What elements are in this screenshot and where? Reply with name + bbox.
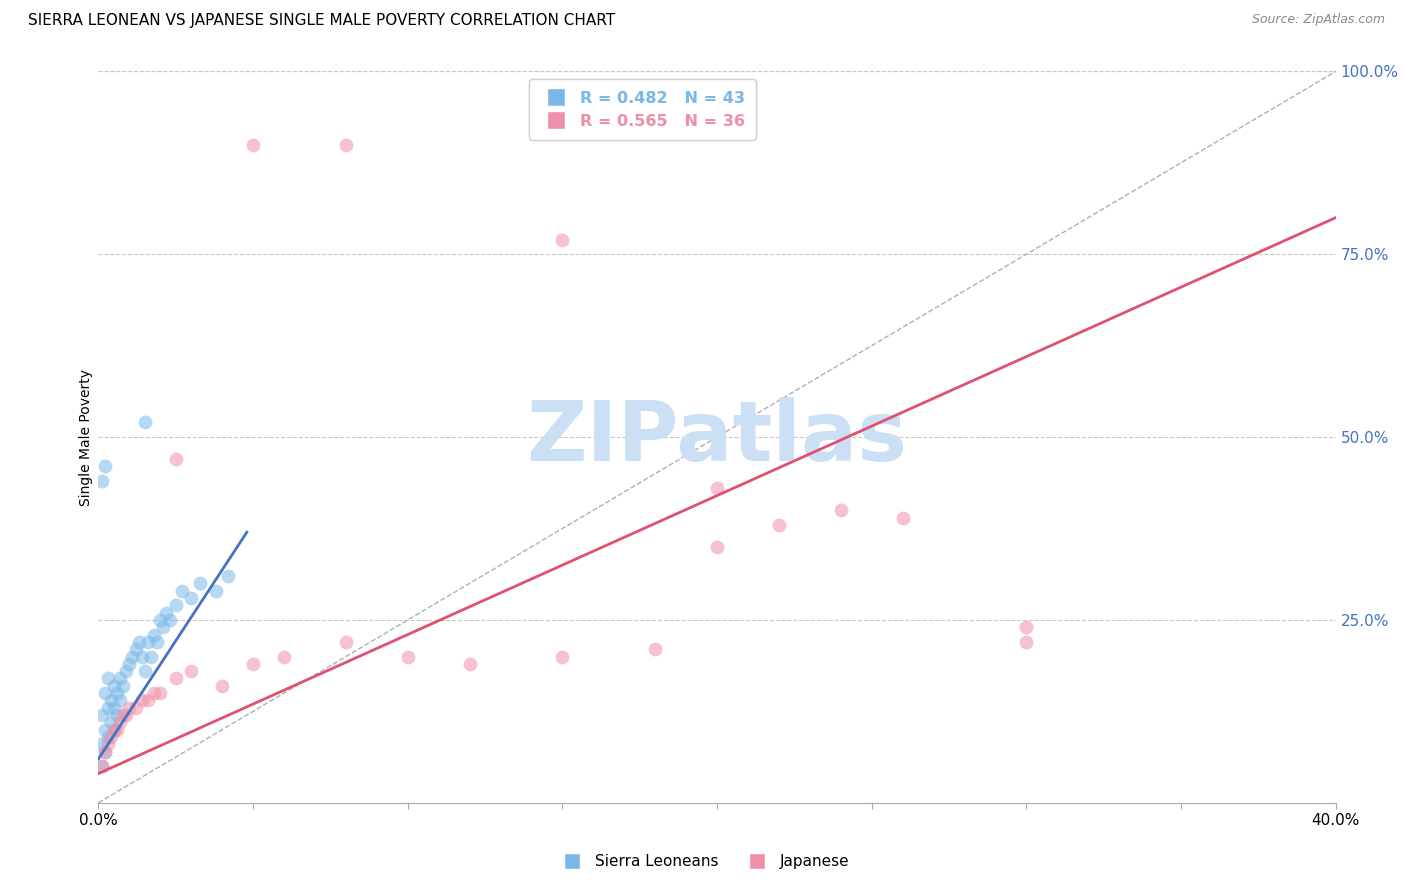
Point <box>90 708 112 723</box>
Point <box>128 635 150 649</box>
Point <box>97 672 120 686</box>
Point <box>551 233 574 247</box>
Point <box>217 569 239 583</box>
Point <box>136 693 159 707</box>
Point <box>105 723 128 737</box>
Point <box>90 759 112 773</box>
Point <box>90 474 112 488</box>
Point <box>112 708 135 723</box>
Point <box>118 700 141 714</box>
Point <box>155 606 177 620</box>
Point <box>118 657 141 671</box>
Point <box>706 481 728 495</box>
Point <box>768 517 790 532</box>
Point <box>136 635 159 649</box>
Point <box>115 664 138 678</box>
Point <box>830 503 852 517</box>
Point <box>105 708 128 723</box>
Point <box>891 510 914 524</box>
Point <box>90 737 112 751</box>
Point <box>115 708 138 723</box>
Point <box>159 613 181 627</box>
Point <box>143 627 166 641</box>
Point <box>644 642 666 657</box>
Point <box>396 649 419 664</box>
Point <box>93 459 115 474</box>
Point <box>273 649 295 664</box>
Y-axis label: Single Male Poverty: Single Male Poverty <box>79 368 93 506</box>
Point <box>149 613 172 627</box>
Point <box>139 649 162 664</box>
Point <box>93 745 115 759</box>
Point <box>100 730 122 744</box>
Point <box>97 730 120 744</box>
Text: SIERRA LEONEAN VS JAPANESE SINGLE MALE POVERTY CORRELATION CHART: SIERRA LEONEAN VS JAPANESE SINGLE MALE P… <box>28 13 616 29</box>
Point <box>124 642 146 657</box>
Text: ZIPatlas: ZIPatlas <box>527 397 907 477</box>
Point <box>103 723 125 737</box>
Point <box>165 599 187 613</box>
Point <box>205 583 228 598</box>
Point <box>103 679 125 693</box>
Point <box>458 657 481 671</box>
Point <box>180 664 202 678</box>
Point <box>103 723 125 737</box>
Point <box>108 693 131 707</box>
Point <box>90 759 112 773</box>
Legend: Sierra Leoneans, Japanese: Sierra Leoneans, Japanese <box>551 848 855 875</box>
Point <box>551 649 574 664</box>
Point <box>242 657 264 671</box>
Point <box>149 686 172 700</box>
Point <box>108 672 131 686</box>
Point <box>1015 635 1038 649</box>
Point <box>105 686 128 700</box>
Point <box>131 693 153 707</box>
Point <box>134 664 156 678</box>
Point <box>180 591 202 605</box>
Point <box>706 540 728 554</box>
Point <box>121 649 143 664</box>
Point <box>1015 620 1038 634</box>
Point <box>108 715 131 730</box>
Point <box>93 745 115 759</box>
Point <box>112 679 135 693</box>
Point <box>131 649 153 664</box>
Point <box>124 700 146 714</box>
Text: Source: ZipAtlas.com: Source: ZipAtlas.com <box>1251 13 1385 27</box>
Point <box>103 700 125 714</box>
Point <box>100 693 122 707</box>
Point <box>190 576 212 591</box>
Point <box>165 672 187 686</box>
Point <box>242 137 264 152</box>
Point <box>97 700 120 714</box>
Point <box>143 686 166 700</box>
Point <box>170 583 193 598</box>
Legend: R = 0.482   N = 43, R = 0.565   N = 36: R = 0.482 N = 43, R = 0.565 N = 36 <box>529 79 756 140</box>
Point <box>93 723 115 737</box>
Point <box>134 416 156 430</box>
Point <box>97 737 120 751</box>
Point <box>335 635 357 649</box>
Point <box>335 137 357 152</box>
Point <box>211 679 233 693</box>
Point <box>165 452 187 467</box>
Point <box>152 620 174 634</box>
Point <box>93 686 115 700</box>
Point <box>100 715 122 730</box>
Point <box>146 635 169 649</box>
